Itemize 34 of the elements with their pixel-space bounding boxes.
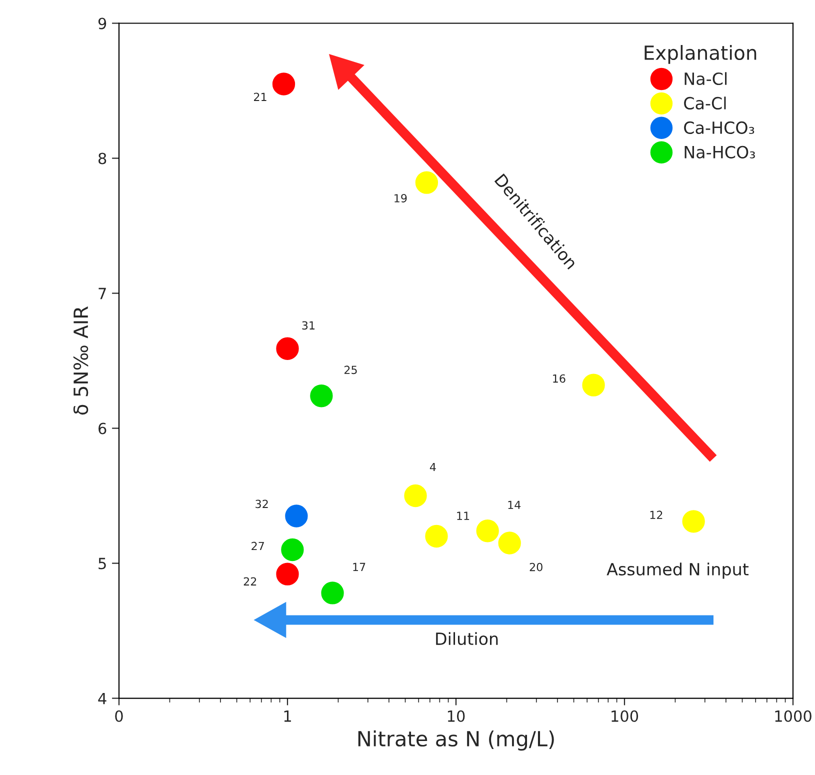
annotation: 17 (353, 562, 366, 572)
annotation: 27 (252, 542, 264, 550)
annotation: 19 (394, 194, 407, 202)
x-tick-label: 100 (612, 710, 638, 722)
x-tick-label: 0 (115, 710, 123, 722)
annotation: 12 (650, 510, 662, 519)
legend-title: Explanation (644, 45, 756, 64)
annotation: 32 (256, 500, 268, 508)
annotation: Assumed N input (606, 562, 749, 579)
y-tick-label: 8 (98, 152, 106, 164)
legend-label: Na-Cl (684, 72, 727, 86)
annotation: 31 (302, 321, 314, 330)
y-tick-label: 7 (98, 288, 106, 300)
y-tick-label: 4 (98, 692, 106, 704)
legend-label: Ca-HCO₃ (684, 121, 754, 134)
x-axis-title: Nitrate as N (mg/L) (358, 730, 554, 751)
annotation: 22 (244, 577, 256, 586)
annotation: 20 (530, 562, 542, 572)
y-tick-label: 6 (98, 422, 106, 434)
x-tick-label: 10 (448, 710, 465, 722)
y-axis-title: δ 5N‰ AIR (73, 306, 88, 415)
y-tick-label: 5 (98, 558, 106, 570)
annotation: 16 (553, 374, 566, 383)
annotation: 11 (457, 512, 470, 520)
annotation: Dilution (436, 632, 498, 646)
y-tick-label: 9 (98, 18, 106, 30)
legend-label: Na-HCO₃ (684, 146, 755, 158)
x-tick-label: 1000 (775, 710, 812, 722)
x-tick-label: 1 (284, 710, 291, 722)
legend-label: Ca-Cl (684, 96, 726, 110)
annotation: 4 (430, 462, 436, 472)
annotation: 21 (254, 92, 266, 101)
annotation: 14 (508, 500, 521, 509)
annotation: 25 (344, 366, 357, 374)
